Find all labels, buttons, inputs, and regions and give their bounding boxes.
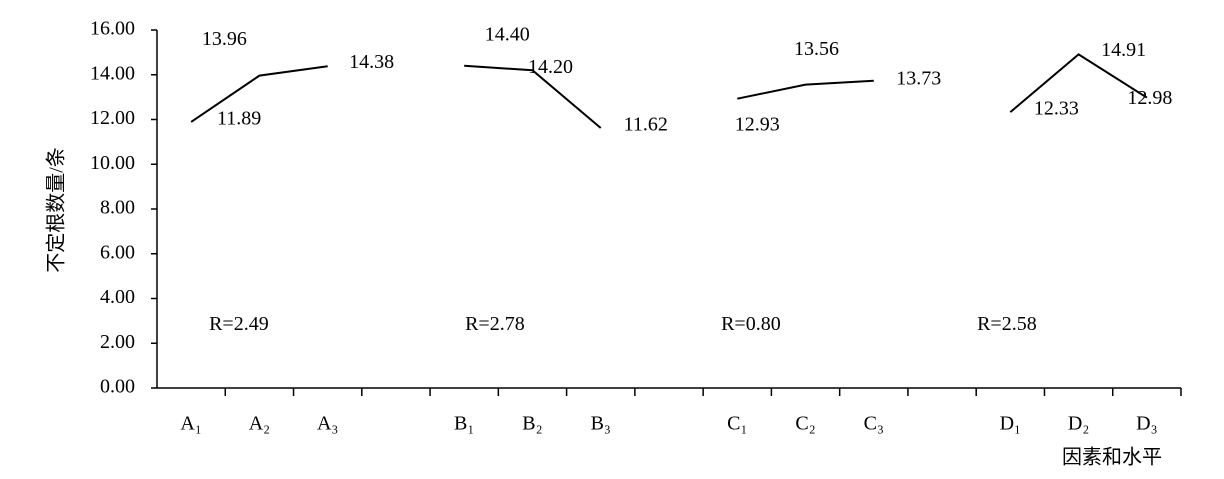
data-label: 13.96: [202, 28, 247, 50]
x-tick-label: C₃: [864, 413, 884, 435]
y-tick-label: 4.00: [100, 286, 135, 308]
x-axis-title: 因素和水平: [1062, 446, 1162, 469]
annotation: R=2.58: [977, 313, 1037, 335]
data-label: 14.40: [485, 23, 530, 45]
annotation: R=2.78: [465, 313, 525, 335]
data-label: 14.38: [349, 51, 394, 73]
x-tick-label: A₃: [317, 413, 338, 435]
x-tick-label: D₃: [1136, 413, 1157, 435]
y-tick-label: 0.00: [100, 376, 135, 398]
y-tick-label: 12.00: [90, 107, 135, 129]
y-tick-label: 10.00: [90, 152, 135, 174]
x-tick-label: A₂: [249, 413, 270, 435]
y-axis-title: 不定根数量/条: [45, 147, 68, 273]
y-tick-label: 2.00: [100, 331, 135, 353]
x-tick-label: C₂: [795, 413, 815, 435]
data-label: 13.56: [794, 38, 839, 60]
x-tick-label: C₁: [727, 413, 747, 435]
data-label: 12.93: [735, 113, 780, 135]
data-label: 11.62: [624, 114, 668, 136]
y-tick-label: 16.00: [90, 18, 135, 40]
x-tick-label: B₃: [591, 413, 611, 435]
data-label: 12.33: [1034, 98, 1079, 120]
data-label: 14.91: [1101, 39, 1146, 61]
y-tick-label: 6.00: [100, 241, 135, 263]
data-label: 14.20: [528, 56, 573, 78]
x-tick-label: D₁: [1000, 413, 1021, 435]
x-tick-label: B₂: [522, 413, 542, 435]
x-tick-label: A₁: [180, 413, 201, 435]
y-tick-label: 8.00: [100, 197, 135, 219]
annotation: R=2.49: [209, 313, 269, 335]
y-tick-label: 14.00: [90, 62, 135, 84]
x-tick-label: B₁: [454, 413, 474, 435]
x-tick-label: D₂: [1068, 413, 1089, 435]
data-label: 13.73: [896, 67, 941, 89]
data-label: 11.89: [217, 108, 261, 130]
data-line: [190, 53, 1148, 129]
data-label: 12.98: [1127, 87, 1172, 109]
annotation: R=0.80: [721, 313, 781, 335]
